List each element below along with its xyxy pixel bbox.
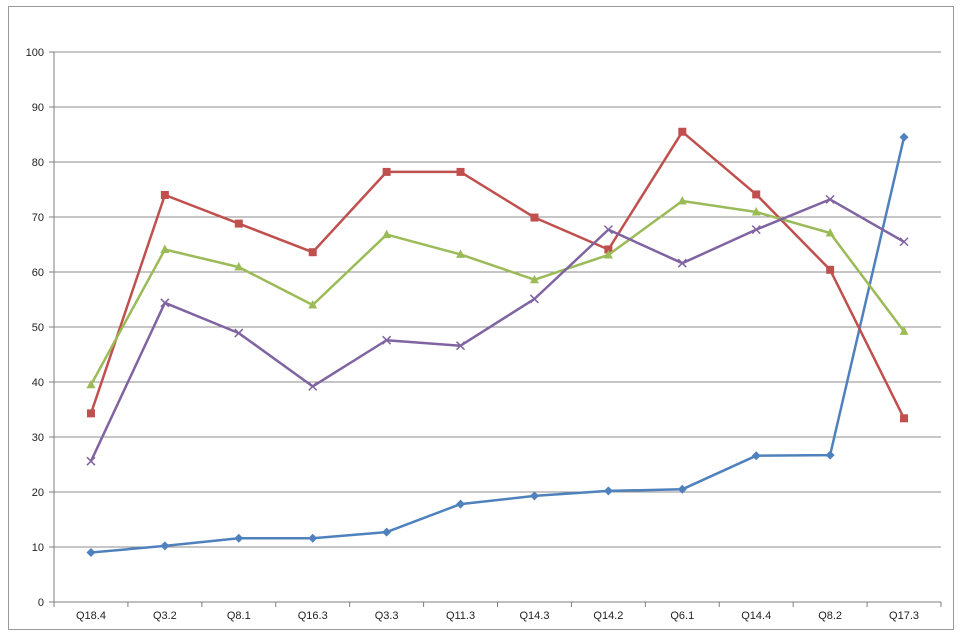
x-tick-label: Q11.3 <box>446 610 475 622</box>
y-tick-label: 60 <box>32 267 44 279</box>
y-tick-label: 70 <box>32 212 44 224</box>
series-3-point <box>456 249 466 258</box>
series-2-point <box>604 245 613 254</box>
y-tick-label: 30 <box>32 432 44 444</box>
series-4-point <box>603 225 613 235</box>
y-tick-label: 90 <box>32 102 44 114</box>
series-4-point <box>234 328 244 338</box>
series-1-point <box>456 499 466 509</box>
y-tick-label: 0 <box>38 597 44 609</box>
y-tick-labels: 0 10 20 30 40 50 60 70 80 90 100 <box>26 47 44 609</box>
x-tick-label: Q18.4 <box>76 610 106 622</box>
series-1-point <box>382 527 392 537</box>
grid-lines <box>54 51 941 548</box>
y-tick-label: 40 <box>32 377 44 389</box>
series-1-point <box>603 486 613 496</box>
series-3-line <box>89 199 905 386</box>
series-3-point <box>603 249 613 259</box>
x-tick-label: Q14.4 <box>741 610 771 622</box>
series-2-point <box>752 190 761 199</box>
series-2-point <box>308 248 317 257</box>
series-2-point <box>160 191 169 199</box>
series-4-point <box>677 258 687 268</box>
series-3 <box>86 196 909 389</box>
series-4-point <box>308 381 318 391</box>
x-tick-label: Q3.3 <box>375 610 399 622</box>
series-3-point <box>751 207 761 216</box>
chart-frame: 0 10 20 30 40 50 60 70 80 90 100 Q18.4 Q3.2 Q8.1 Q16.… <box>8 6 954 630</box>
series-3-point <box>899 326 909 335</box>
series-1 <box>86 132 909 557</box>
series-3-point <box>234 262 244 271</box>
y-tick-label: 20 <box>32 487 44 499</box>
series-4-point <box>86 456 96 466</box>
series-3-point <box>677 196 687 205</box>
series-3-point <box>160 244 170 253</box>
series-3-point <box>86 379 96 389</box>
line-chart: 0 10 20 30 40 50 60 70 80 90 100 Q18.4 Q3.2 Q8.1 Q16.… <box>26 47 942 622</box>
series-2-point <box>456 167 465 176</box>
series-4-point <box>825 194 835 204</box>
series-3-point <box>382 229 392 239</box>
axes <box>49 51 942 607</box>
x-tick-label: Q8.2 <box>818 610 842 622</box>
series-2-point <box>86 409 95 418</box>
y-tick-label: 80 <box>32 157 44 169</box>
x-tick-labels: Q18.4 Q3.2 Q8.1 Q16.3 Q3.3 Q11.3 Q14.3 Q14.2 Q6.… <box>76 610 919 622</box>
series-1-point <box>677 484 687 494</box>
x-tick-label: Q8.1 <box>227 610 251 622</box>
series <box>86 127 909 557</box>
series-2-point <box>530 213 539 222</box>
series-4-line <box>89 198 905 462</box>
series-4-point <box>160 298 170 308</box>
x-tick-label: Q6.1 <box>670 610 694 622</box>
series-1-point <box>86 548 96 557</box>
series-2-point <box>382 167 391 176</box>
series-2-point <box>678 127 687 136</box>
series-1-point <box>160 541 170 551</box>
y-tick-label: 10 <box>32 542 44 554</box>
series-2-point <box>234 219 243 228</box>
series-4-point <box>382 335 392 345</box>
series-1-point <box>899 132 909 142</box>
series-1-point <box>234 533 244 543</box>
x-tick-label: Q17.3 <box>889 610 919 622</box>
series-3-point <box>308 300 318 309</box>
x-tick-label: Q3.2 <box>153 610 177 622</box>
x-tick-label: Q16.3 <box>298 610 328 622</box>
series-1-point <box>529 491 539 501</box>
x-tick-label: Q14.2 <box>593 610 623 622</box>
series-2-point <box>900 414 909 423</box>
series-4-point <box>751 225 761 235</box>
y-tick-label: 100 <box>26 47 44 59</box>
series-1-line <box>90 137 906 554</box>
series-1-point <box>825 450 835 460</box>
y-tick-label: 50 <box>32 322 44 334</box>
series-1-point <box>751 451 761 461</box>
series-4-point <box>456 341 466 351</box>
series-3-point <box>529 274 539 284</box>
series-2-point <box>826 265 835 274</box>
x-tick-label: Q14.3 <box>519 610 549 622</box>
series-4-point <box>899 237 909 247</box>
series-4-point <box>529 294 539 304</box>
series-1-point <box>308 533 318 543</box>
series-2 <box>86 127 909 423</box>
series-3-point <box>825 227 835 237</box>
series-2-line <box>89 130 906 419</box>
series-4 <box>86 194 909 466</box>
